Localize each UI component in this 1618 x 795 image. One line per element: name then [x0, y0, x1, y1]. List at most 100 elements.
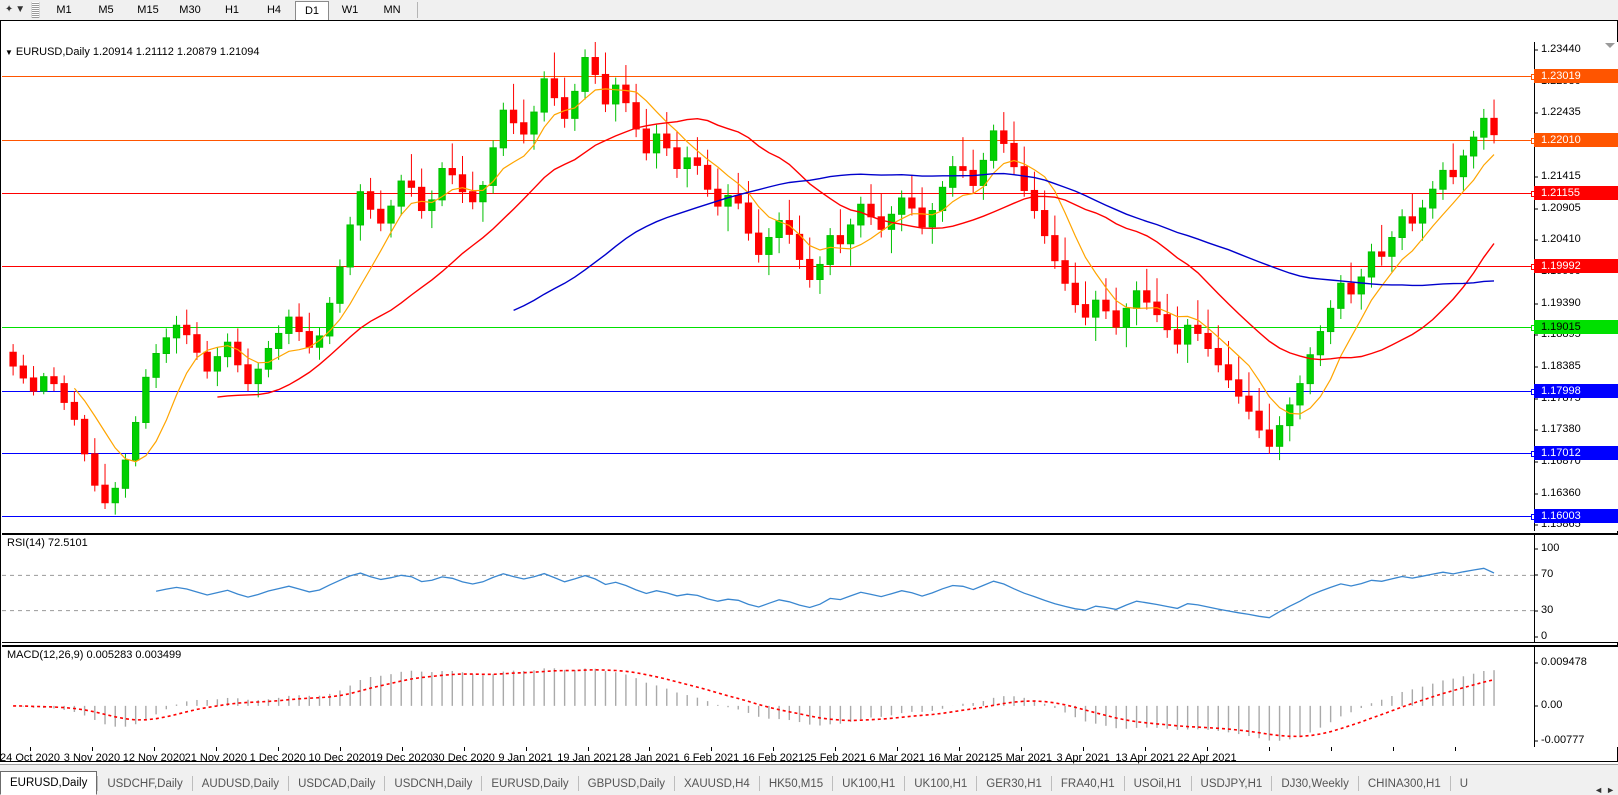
tab-scroll-controls[interactable]: ◄ ► [1594, 774, 1618, 795]
date-tick [1330, 747, 1332, 751]
chart-tab-audusd-daily[interactable]: AUDUSD,Daily [201, 778, 280, 790]
timeframe-w1[interactable]: W1 [341, 4, 359, 16]
timeframe-m30[interactable]: M30 [179, 4, 201, 16]
date-label: 16 Feb 2021 [742, 752, 805, 764]
date-tick [30, 747, 31, 751]
price-axis[interactable]: 1.234401.229301.224351.219251.214151.209… [1534, 42, 1618, 531]
dropdown-arrow-icon[interactable]: ▼ [15, 4, 26, 15]
chart-tab-u[interactable]: U [1459, 778, 1469, 790]
date-label: 13 Apr 2021 [1115, 752, 1175, 764]
date-label: 3 Nov 2020 [63, 752, 121, 764]
chart-tab-eurusd-daily[interactable]: EURUSD,Daily [0, 771, 98, 795]
tab-separator [674, 776, 675, 791]
tab-separator [97, 776, 99, 791]
date-tick [1145, 747, 1147, 751]
date-tick [153, 747, 155, 751]
timeframe-h4[interactable]: H4 [266, 4, 282, 16]
pane-resize-grip[interactable] [1605, 43, 1615, 49]
date-tick [835, 747, 837, 751]
tab-separator [577, 776, 579, 791]
date-label: 25 Feb 2021 [804, 752, 867, 764]
date-label: 25 Mar 2021 [990, 752, 1053, 764]
price-level-label[interactable]: 1.22010 [1534, 132, 1618, 147]
price-level-label[interactable]: 1.17998 [1534, 384, 1618, 399]
tab-separator [904, 776, 906, 791]
chart-frame: ▼ EURUSD,Daily 1.20914 1.21112 1.20879 1.… [0, 20, 1618, 764]
rsi-axis[interactable]: 100 70 30 0 [1534, 535, 1618, 642]
macd-axis[interactable]: 0.009478 0.00 -0.00777 [1534, 647, 1618, 747]
date-label: 21 Nov 2020 [184, 752, 248, 764]
timeframe-m1[interactable]: M1 [56, 4, 72, 16]
chart-tab-uk100-h1[interactable]: UK100,H1 [842, 778, 896, 790]
chart-tab-eurusd-daily[interactable]: EURUSD,Daily [491, 778, 569, 790]
date-tick [277, 747, 279, 751]
date-axis[interactable]: 24 Oct 2020 3 Nov 2020 12 Nov 2020 21 Nov 2… [0, 747, 1618, 781]
chart-tab-dj30-weekly[interactable]: DJ30,Weekly [1281, 778, 1349, 790]
timeframe-mn[interactable]: MN [383, 4, 401, 16]
toolbar-left-icons[interactable]: ✦ ▼ [0, 0, 30, 20]
chart-tabs-bar: EURUSD,Daily USDCHF,Daily AUDUSD,Daily USDC… [0, 764, 1618, 795]
price-level-label[interactable]: 1.19015 [1534, 320, 1618, 335]
price-level-label[interactable]: 1.19992 [1534, 259, 1618, 274]
date-tick [1454, 747, 1456, 751]
price-level-label[interactable]: 1.21155 [1534, 186, 1618, 201]
rsi-plot-area[interactable] [2, 535, 1618, 642]
date-tick [339, 747, 341, 751]
date-label: 22 Apr 2021 [1177, 752, 1237, 764]
tab-separator [1449, 776, 1451, 791]
price-level-label[interactable]: 1.23019 [1534, 69, 1618, 84]
chart-tab-china300-h1[interactable]: CHINA300,H1 [1367, 778, 1441, 790]
toolbar-drag-handle[interactable] [31, 2, 40, 18]
date-tick [91, 747, 93, 751]
date-label: 24 Oct 2020 [0, 752, 60, 764]
chart-menu-arrow-icon[interactable]: ▼ [5, 47, 13, 57]
macd-series [13, 668, 1495, 741]
macd-label: MACD(12,26,9) 0.005283 0.003499 [7, 649, 182, 661]
date-label: 9 Jan 2021 [498, 752, 553, 764]
timeframe-toolbar: ✦ ▼ M1 M5 M15 M30 H1 H4 D1 W1 MN [0, 0, 1618, 21]
tab-separator [1123, 776, 1125, 791]
chart-tab-usdjpy-h1[interactable]: USDJPY,H1 [1200, 778, 1263, 790]
chart-tab-usdcnh-daily[interactable]: USDCNH,Daily [394, 778, 473, 790]
toolbar-separator [417, 2, 418, 18]
date-tick [1207, 747, 1208, 751]
chart-tab-usdcad-daily[interactable]: USDCAD,Daily [298, 778, 376, 790]
price-level-label[interactable]: 1.17012 [1534, 446, 1618, 461]
chart-tab-ger30-h1[interactable]: GER30,H1 [986, 778, 1042, 790]
timeframe-m5[interactable]: M5 [98, 4, 114, 16]
date-tick [1021, 747, 1023, 751]
tab-separator [758, 776, 760, 791]
timeframe-m15[interactable]: M15 [137, 4, 159, 16]
date-tick [649, 747, 651, 751]
chart-tab-gbpusd-daily[interactable]: GBPUSD,Daily [587, 778, 665, 790]
chart-tab-xauusd-h4[interactable]: XAUUSD,H4 [684, 778, 750, 790]
timeframe-d1[interactable]: D1 [295, 0, 329, 20]
macd-plot-area[interactable] [2, 647, 1618, 747]
tab-separator [384, 776, 386, 791]
rsi-label: RSI(14) 72.5101 [7, 537, 88, 549]
price-level-label[interactable]: 1.16003 [1534, 509, 1618, 524]
date-label: 1 Dec 2020 [249, 752, 306, 764]
tab-separator [1357, 776, 1359, 791]
chart-tab-usdchf-daily[interactable]: USDCHF,Daily [107, 778, 183, 790]
chart-tab-fra40-h1[interactable]: FRA40,H1 [1060, 778, 1115, 790]
date-tick [897, 747, 899, 751]
tab-separator [976, 776, 978, 791]
tab-scroll-right-icon[interactable]: ► [1606, 785, 1615, 795]
date-label: 10 Dec 2020 [308, 752, 371, 764]
chart-tab-uk100-h1[interactable]: UK100,H1 [914, 778, 968, 790]
crosshair-icon[interactable]: ✦ [4, 4, 14, 15]
chart-quote-line: ▼ EURUSD,Daily 1.20914 1.21112 1.20879 1.… [5, 46, 260, 58]
date-label: 6 Mar 2021 [869, 752, 926, 764]
date-tick [711, 747, 713, 751]
tab-scroll-left-icon[interactable]: ◄ [1594, 785, 1604, 795]
timeframe-h1[interactable]: H1 [224, 4, 240, 16]
chart-tab-usoil-h1[interactable]: USOil,H1 [1133, 778, 1182, 790]
rsi-pane: RSI(14) 72.5101 100 70 30 0 [2, 533, 1618, 643]
macd-pane: MACD(12,26,9) 0.005283 0.003499 0.009478… [2, 645, 1618, 747]
price-plot-area[interactable] [2, 42, 1618, 531]
chart-tab-hk50-m15[interactable]: HK50,M15 [768, 778, 824, 790]
date-tick [1083, 747, 1085, 751]
price-pane: 1.234401.229301.224351.219251.214151.209… [2, 42, 1618, 531]
